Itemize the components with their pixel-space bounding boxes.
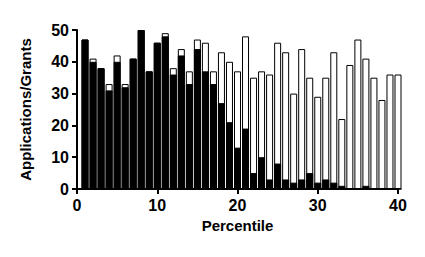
svg-text:30: 30: [51, 85, 69, 102]
svg-text:10: 10: [148, 197, 166, 214]
svg-text:50: 50: [51, 22, 69, 39]
svg-text:0: 0: [60, 181, 69, 198]
svg-text:20: 20: [229, 197, 247, 214]
svg-text:Percentile: Percentile: [202, 217, 274, 234]
svg-text:40: 40: [51, 53, 69, 70]
svg-text:Applications/Grants: Applications/Grants: [17, 38, 34, 181]
svg-text:20: 20: [51, 117, 69, 134]
svg-text:40: 40: [389, 197, 407, 214]
svg-text:0: 0: [73, 197, 82, 214]
svg-text:30: 30: [309, 197, 327, 214]
svg-text:10: 10: [51, 149, 69, 166]
